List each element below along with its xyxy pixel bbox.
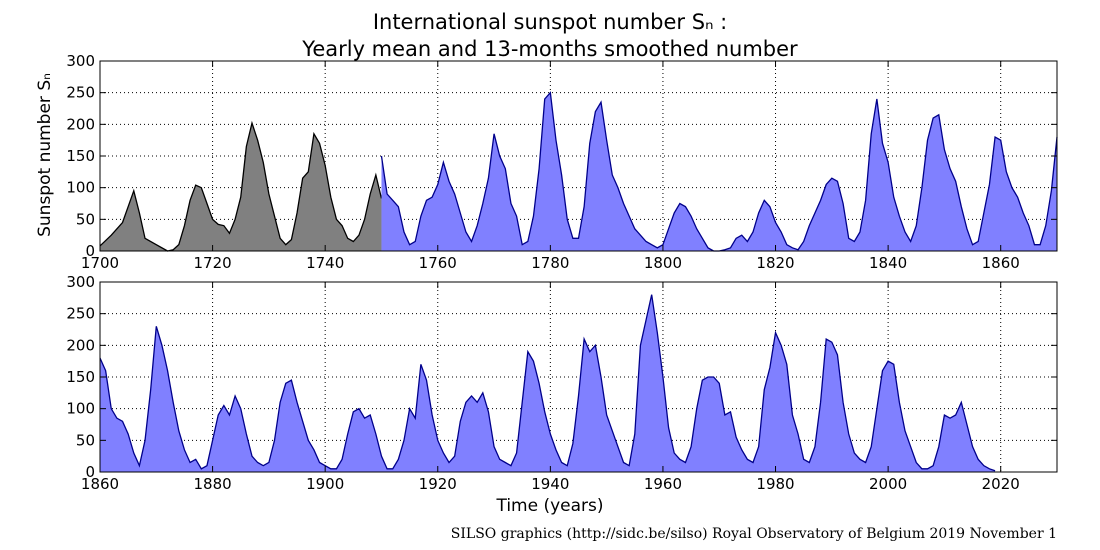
- y-tick-label: 200: [66, 115, 95, 133]
- x-tick-label: 1760: [419, 254, 457, 272]
- y-tick-label: 300: [66, 273, 95, 291]
- y-tick-label: 100: [66, 400, 95, 418]
- footer-credit: SILSO graphics (http://sidc.be/silso) Ro…: [450, 526, 1057, 542]
- x-tick-label: 2020: [982, 475, 1020, 493]
- x-tick-label: 1980: [756, 475, 794, 493]
- chart-title-line2: Yearly mean and 13-months smoothed numbe…: [302, 37, 798, 61]
- y-tick-label: 50: [76, 431, 95, 449]
- x-tick-label: 1740: [306, 254, 344, 272]
- y-tick-label: 0: [85, 242, 95, 260]
- x-tick-label: 1880: [193, 475, 231, 493]
- y-tick-label: 50: [76, 210, 95, 228]
- x-tick-label: 1900: [306, 475, 344, 493]
- y-tick-label: 150: [66, 147, 95, 165]
- series-line-monthly-smoothed-blue: [99, 294, 996, 472]
- x-tick-label: 1960: [644, 475, 682, 493]
- series-area-monthly-smoothed-blue: [100, 294, 996, 472]
- y-tick-label: 0: [85, 463, 95, 481]
- y-tick-label: 200: [66, 336, 95, 354]
- x-tick-label: 1840: [869, 254, 907, 272]
- x-tick-label: 1940: [531, 475, 569, 493]
- series-area-yearly-mean-gray: [100, 123, 382, 251]
- series-area-monthly-smoothed-blue: [381, 92, 1057, 252]
- y-tick-label: 150: [66, 368, 95, 386]
- y-tick-label: 250: [66, 84, 95, 102]
- x-tick-label: 1780: [531, 254, 569, 272]
- y-tick-label: 300: [66, 52, 95, 70]
- series-line-yearly-mean-gray: [99, 120, 383, 252]
- x-tick-label: 1860: [982, 254, 1020, 272]
- x-axis-label: Time (years): [496, 496, 604, 516]
- y-tick-label: 100: [66, 179, 95, 197]
- x-tick-label: 1720: [193, 254, 231, 272]
- x-tick-label: 1800: [644, 254, 682, 272]
- x-tick-label: 1860: [81, 475, 119, 493]
- chart-title-line1: International sunspot number Sₙ :: [372, 10, 728, 34]
- x-tick-label: 1700: [81, 254, 119, 272]
- x-tick-label: 1920: [419, 475, 457, 493]
- x-tick-label: 1820: [756, 254, 794, 272]
- x-tick-label: 2000: [869, 475, 907, 493]
- y-tick-label: 250: [66, 305, 95, 323]
